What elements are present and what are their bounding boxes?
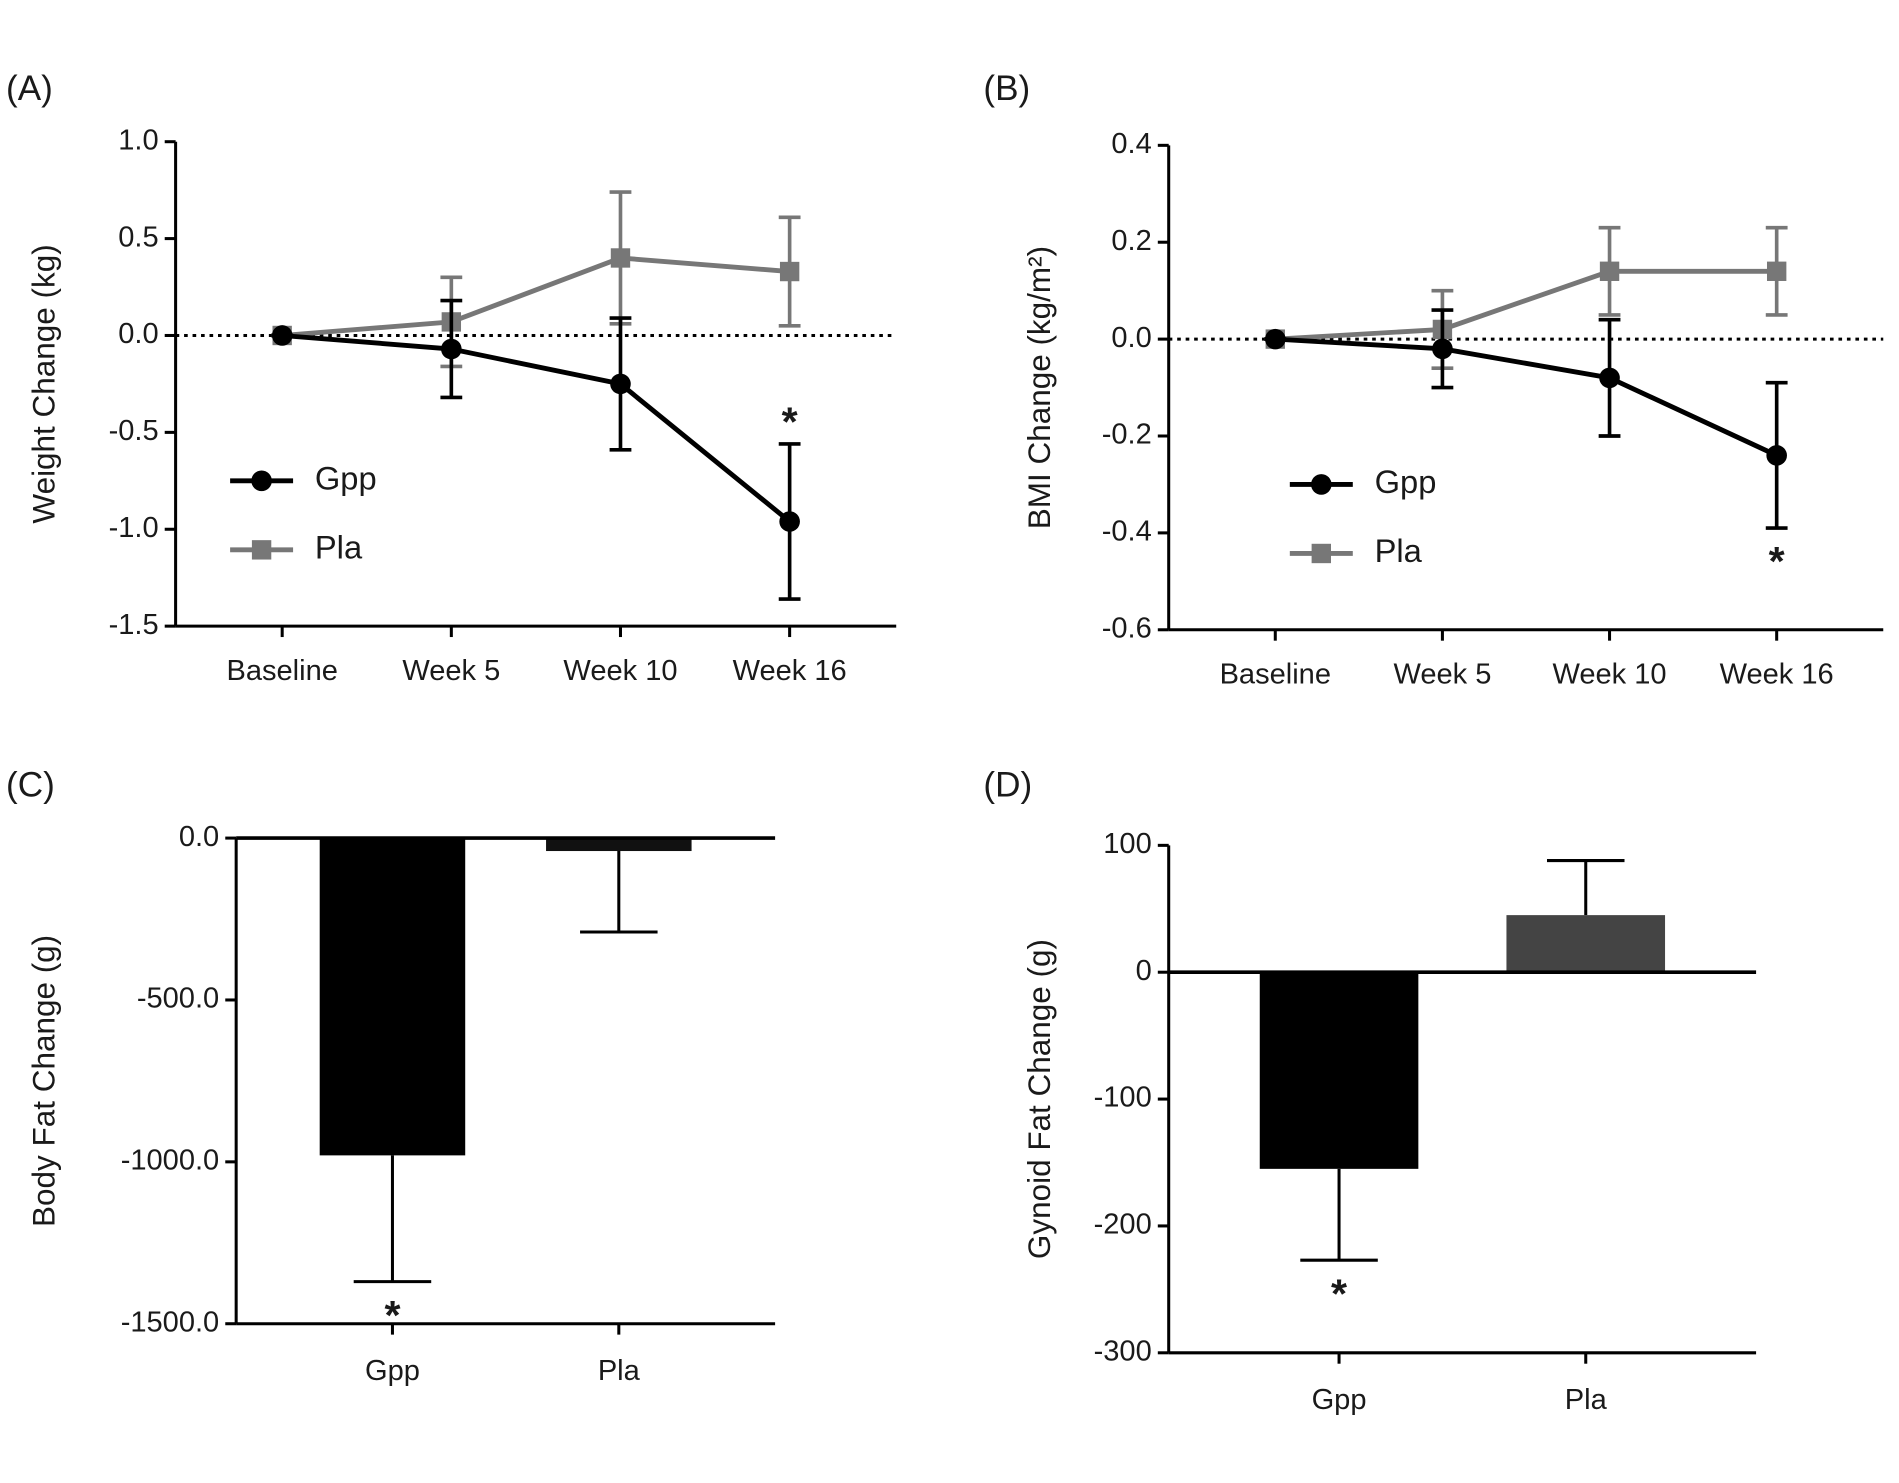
legend-label: Gpp [1375,463,1437,500]
bar [319,838,466,1156]
legend-marker [251,470,272,492]
y-tick-label: -100 [1094,1082,1152,1114]
y-axis-label: Gynoid Fat Change (g) [1022,939,1057,1259]
x-tick-label: Week 5 [1393,658,1491,690]
y-tick-label: -300 [1094,1335,1152,1367]
x-tick-label: Baseline [1220,658,1331,690]
y-tick-label: -500.0 [137,983,219,1015]
y-tick-label: -0.2 [1102,419,1152,451]
y-tick-label: 0.0 [179,821,219,853]
x-tick-label: Baseline [226,655,337,687]
panel-title: (A) [6,69,53,108]
marker [1766,445,1787,466]
legend-label: Pla [315,528,363,565]
marker [1264,328,1286,350]
marker [779,261,800,282]
x-tick-label: Gpp [1312,1384,1367,1416]
y-tick-label: 0.5 [118,221,158,253]
marker [441,338,462,360]
bar [1259,972,1419,1169]
y-axis-label: Body Fat Change (g) [26,935,61,1227]
x-tick-label: Pla [1565,1384,1608,1416]
marker [1599,367,1620,389]
annotation: * [1769,538,1785,584]
marker [779,511,800,532]
annotation: * [1331,1270,1347,1316]
x-tick-label: Week 16 [733,655,847,687]
annotation: * [782,398,798,444]
y-tick-label: 100 [1103,828,1151,860]
legend-label: Pla [1375,532,1423,569]
y-axis-label: BMI Change (kg/m²) [1022,246,1057,529]
panel-title: (D) [983,766,1032,805]
y-tick-label: -200 [1094,1209,1152,1241]
legend-marker [1311,543,1331,564]
x-tick-label: Pla [598,1355,641,1387]
x-tick-label: Week 10 [1552,658,1666,690]
y-tick-label: -1.5 [109,609,159,641]
legend-label: Gpp [315,459,377,496]
marker [271,325,293,346]
y-tick-label: -0.4 [1102,516,1152,548]
legend-marker [251,540,272,560]
series-line [1275,268,1777,342]
panel-title: (B) [983,69,1030,108]
bar [1506,915,1666,973]
legend-marker [1311,474,1332,495]
x-tick-label: Week 10 [563,655,677,687]
x-tick-label: Week 16 [1720,658,1834,690]
marker [1432,338,1453,360]
y-tick-label: 1.0 [118,124,158,156]
x-tick-label: Week 5 [402,655,500,687]
marker [610,248,631,268]
y-tick-label: -1500.0 [121,1306,220,1338]
panel-title: (C) [6,766,55,805]
y-tick-label: 0 [1136,955,1152,987]
y-tick-label: -1000.0 [121,1145,220,1177]
y-tick-label: 0.0 [1111,322,1151,354]
marker [610,373,631,395]
x-tick-label: Gpp [365,1355,420,1387]
marker [1766,261,1787,281]
series-line [1275,336,1778,458]
annotation: * [384,1292,400,1338]
y-tick-label: -0.5 [109,415,159,447]
y-tick-label: 0.0 [118,318,158,350]
y-tick-label: -0.6 [1102,612,1152,644]
y-tick-label: 0.2 [1111,225,1151,257]
y-tick-label: 0.4 [1111,128,1151,160]
marker [1599,261,1620,281]
y-axis-label: Weight Change (kg) [26,244,61,523]
series-line [281,333,792,524]
bar [546,838,692,852]
series-line [281,255,790,338]
y-tick-label: -1.0 [109,512,159,544]
